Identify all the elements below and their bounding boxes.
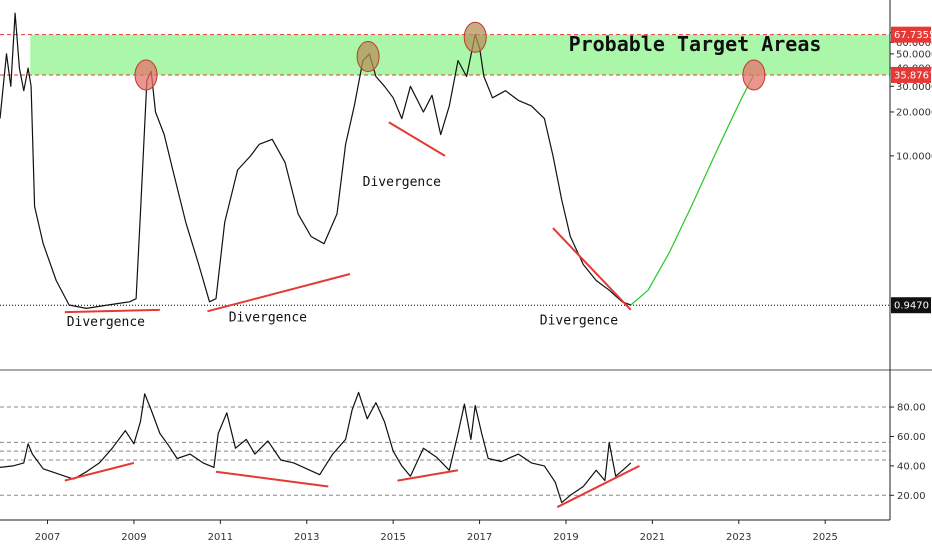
x-tick-label: 2007 [35, 532, 60, 543]
price-level-badge [891, 26, 931, 43]
highlight-circle [356, 41, 380, 73]
oscillator-y-tick-label: 80.00 [897, 403, 926, 414]
price-y-tick-label: 10.0000 [896, 151, 932, 162]
divergence-label: Divergence [229, 311, 307, 326]
price-y-tick-label: 50.0000 [896, 49, 932, 60]
price-level-badge [891, 297, 931, 314]
price-level-badge-label: 35.8767 [894, 70, 932, 81]
price-divergence-line [388, 121, 446, 157]
oscillator-divergence-line [397, 469, 459, 482]
projection-curve [630, 74, 755, 306]
price-y-tick-label: 60.0000 [896, 38, 932, 49]
price-level-badge [891, 66, 931, 83]
oscillator-divergence-line [64, 461, 135, 482]
price-divergence-line [207, 273, 351, 313]
divergence-label: Divergence [67, 315, 145, 330]
highlight-circle [463, 21, 487, 53]
oscillator-y-tick-label: 60.00 [897, 432, 926, 443]
price-divergence-line [64, 308, 160, 314]
divergence-label: Divergence [540, 313, 618, 328]
x-tick-label: 2021 [640, 532, 665, 543]
divergence-label: Divergence [363, 175, 441, 190]
highlight-circle [134, 59, 158, 91]
target-zone-label: Probable Target Areas [569, 32, 822, 56]
x-tick-label: 2017 [467, 532, 492, 543]
x-tick-label: 2011 [208, 532, 233, 543]
x-tick-label: 2009 [121, 532, 146, 543]
oscillator-divergence-line [556, 464, 640, 508]
highlight-circle [742, 59, 766, 91]
price-y-tick-label: 30.0000 [896, 82, 932, 93]
price-level-badge-label: 67.7355 [894, 30, 932, 41]
price-series-line [0, 12, 632, 309]
oscillator-divergence-line [215, 470, 329, 488]
oscillator-series-line [0, 391, 632, 504]
price-y-tick-label: 20.0000 [896, 107, 932, 118]
x-tick-label: 2015 [380, 532, 405, 543]
x-tick-label: 2023 [726, 532, 751, 543]
x-tick-label: 2019 [553, 532, 578, 543]
oscillator-y-tick-label: 20.00 [897, 491, 926, 502]
price-level-badge-label: 0.9470 [894, 301, 929, 312]
oscillator-y-tick-label: 40.00 [897, 461, 926, 472]
x-tick-label: 2025 [812, 532, 837, 543]
price-divergence-line [552, 227, 632, 311]
x-tick-label: 2013 [294, 532, 319, 543]
